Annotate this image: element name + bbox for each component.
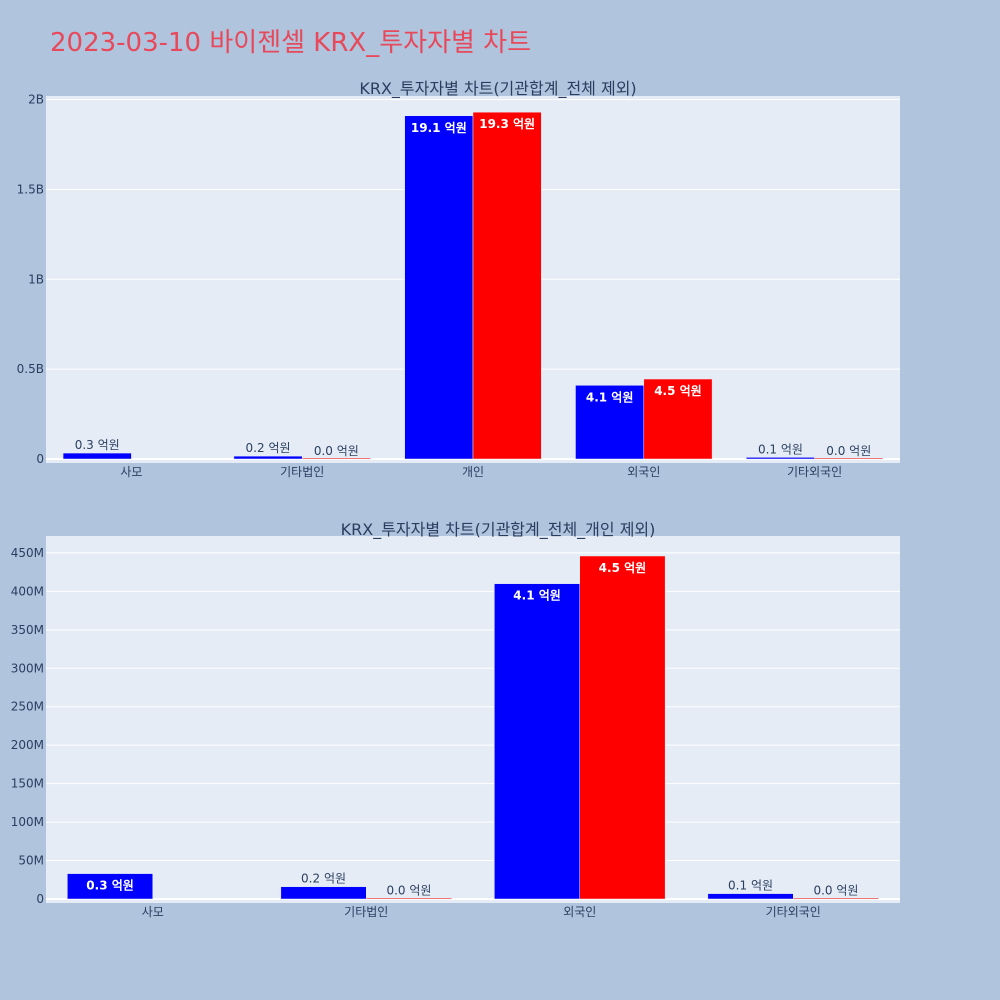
x-tick-label: 사모	[142, 905, 164, 919]
bar-기타외국인-series-1	[746, 457, 815, 460]
y-tick-label: 400M	[11, 584, 44, 598]
bar-외국인-series-2	[579, 555, 666, 900]
bar-기타법인-series-2	[366, 897, 452, 900]
plot-area-2	[46, 536, 900, 903]
y-tick-label: 350M	[11, 623, 44, 637]
bar-사모-series-1	[62, 452, 132, 460]
y-tick-label: 2B	[28, 93, 44, 107]
x-tick-label: 기타외국인	[787, 465, 842, 479]
page-title: 2023-03-10 바이젠셀 KRX_투자자별 차트	[50, 28, 532, 58]
y-tick-label: 250M	[11, 700, 44, 714]
y-tick-label: 150M	[11, 777, 44, 791]
bar-외국인-series-2	[643, 378, 713, 460]
bar-외국인-series-1	[494, 583, 581, 900]
x-tick-label: 외국인	[627, 465, 660, 479]
y-tick-label: 450M	[11, 546, 44, 560]
x-tick-label: 기타외국인	[766, 905, 821, 919]
y-tick-label: 1B	[28, 272, 44, 286]
x-tick-label: 외국인	[563, 905, 596, 919]
y-tick-label: 0	[36, 452, 44, 466]
x-tick-label: 사모	[120, 465, 142, 479]
data-label: 4.1 억원	[586, 390, 634, 404]
bar-기타법인-series-2	[301, 457, 371, 460]
x-tick-label: 기타법인	[344, 905, 388, 919]
data-label: 0.1 억원	[728, 879, 773, 893]
bar-기타외국인-series-2	[793, 897, 879, 900]
data-label: 19.3 억원	[479, 117, 535, 131]
chart-title-1: KRX_투자자별 차트(기관합계_전체 제외)	[359, 79, 636, 99]
bar-개인-series-2	[472, 111, 542, 460]
y-tick-label: 200M	[11, 738, 44, 752]
data-label: 4.5 억원	[654, 384, 702, 398]
bar-외국인-series-1	[575, 385, 645, 460]
data-label: 0.1 억원	[758, 442, 803, 456]
y-tick-label: 100M	[11, 815, 44, 829]
data-label: 4.5 억원	[599, 561, 647, 575]
bar-기타법인-series-1	[280, 886, 367, 900]
data-label: 0.0 억원	[826, 444, 871, 458]
y-tick-label: 50M	[18, 854, 44, 868]
data-label: 0.3 억원	[75, 438, 120, 452]
data-label: 0.0 억원	[813, 884, 858, 898]
bar-사모-series-1	[67, 873, 153, 900]
y-tick-label: 1.5B	[17, 182, 44, 196]
bar-개인-series-1	[404, 115, 474, 460]
data-label: 0.0 억원	[386, 884, 431, 898]
data-label: 19.1 억원	[411, 121, 467, 135]
data-label: 4.1 억원	[513, 589, 561, 603]
x-tick-label: 개인	[462, 465, 484, 479]
bar-기타외국인-series-2	[814, 457, 884, 460]
y-tick-label: 0	[36, 892, 44, 906]
y-tick-label: 0.5B	[17, 362, 44, 376]
bar-기타외국인-series-1	[707, 893, 794, 900]
data-label: 0.2 억원	[246, 441, 291, 455]
bar-기타법인-series-1	[233, 455, 303, 460]
data-label: 0.0 억원	[314, 444, 359, 458]
y-tick-label: 300M	[11, 661, 44, 675]
x-tick-label: 기타법인	[280, 465, 324, 479]
chart-title-2: KRX_투자자별 차트(기관합계_전체_개인 제외)	[341, 520, 656, 540]
data-label: 0.3 억원	[86, 879, 134, 893]
data-label: 0.2 억원	[301, 872, 346, 886]
